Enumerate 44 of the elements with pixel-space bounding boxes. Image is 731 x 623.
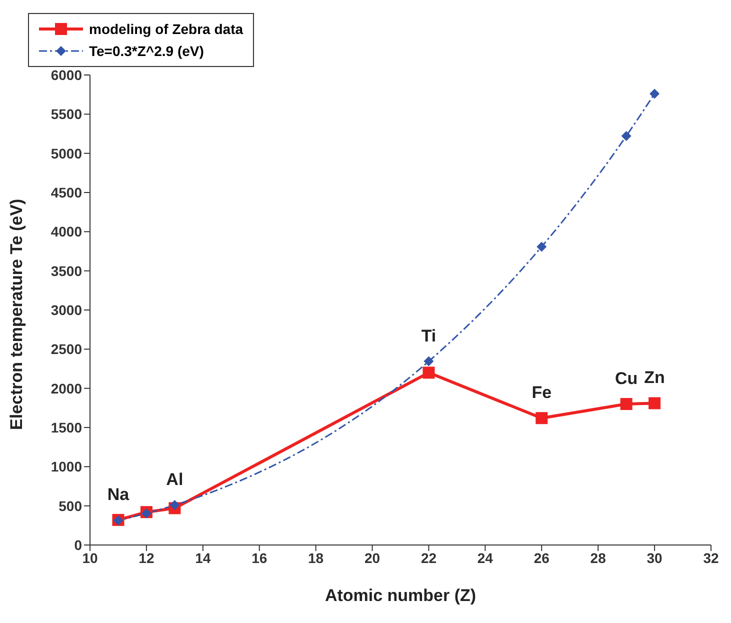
x-tick-label: 18 — [308, 550, 324, 566]
point — [424, 356, 434, 366]
x-tick-label: 24 — [477, 550, 494, 566]
point — [648, 397, 661, 410]
point — [170, 500, 180, 510]
y-tick-label: 6000 — [50, 66, 82, 83]
legend-label: Te=0.3*Z^2.9 (eV) — [89, 43, 204, 59]
x-tick-label: 20 — [364, 550, 380, 566]
y-tick-label: 2500 — [50, 341, 82, 358]
y-tick-label: 2000 — [50, 380, 82, 396]
x-tick-label: 28 — [590, 550, 606, 566]
y-tick-label: 5000 — [50, 145, 82, 162]
point — [536, 242, 547, 252]
annotation: Fe — [532, 383, 552, 402]
y-tick-label: 3500 — [50, 262, 82, 279]
x-tick-label: 32 — [703, 550, 719, 566]
x-tick-label: 26 — [534, 550, 550, 566]
annotation: Al — [166, 470, 184, 490]
annotation: Cu — [614, 369, 638, 388]
y-axis-title: Electron temperature Te (eV) — [7, 198, 26, 430]
y-tick-label: 3000 — [50, 302, 82, 318]
y-tick-label: 0 — [74, 536, 82, 553]
x-tick-label: 10 — [82, 550, 98, 566]
annotation: Ti — [421, 326, 436, 346]
point — [650, 88, 660, 99]
x-tick-label: 12 — [138, 550, 154, 566]
point — [536, 412, 548, 424]
x-tick-label: 22 — [420, 550, 437, 566]
annotation: Zn — [644, 368, 665, 388]
x-tick-label: 30 — [646, 550, 663, 566]
x-tick-label: 14 — [195, 550, 211, 566]
x-axis-title: Atomic number (Z) — [324, 586, 476, 605]
x-tick-label: 16 — [252, 550, 268, 566]
point — [620, 398, 632, 410]
y-tick-label: 1500 — [50, 419, 82, 436]
point — [621, 130, 632, 141]
y-tick-label: 5500 — [50, 106, 82, 122]
annotation: Na — [107, 484, 130, 504]
y-tick-label: 4500 — [50, 184, 82, 200]
legend-label: modeling of Zebra data — [89, 21, 244, 37]
point — [422, 366, 435, 379]
y-tick-label: 1000 — [50, 458, 82, 475]
y-tick-label: 4000 — [50, 224, 82, 240]
y-tick-label: 500 — [58, 498, 82, 514]
